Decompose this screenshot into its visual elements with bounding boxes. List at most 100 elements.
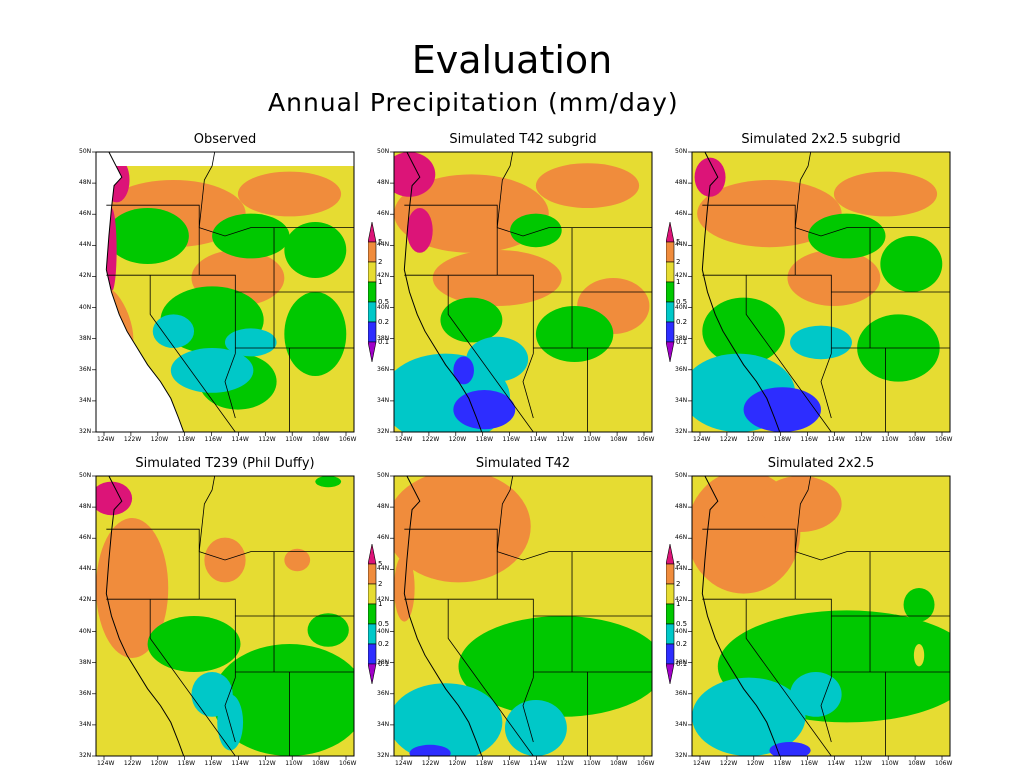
precip-region [833, 171, 938, 217]
lon-tick-label: 116W [502, 436, 520, 443]
lat-tick-label: 34N [377, 720, 390, 728]
lon-tick-label: 106W [637, 760, 655, 767]
colorbar-level-label: 1 [378, 278, 383, 286]
lat-tick-label: 44N [675, 241, 688, 249]
colorbar-level-label: 0.5 [378, 298, 390, 306]
state-border [496, 476, 514, 552]
lon-tick-label: 106W [935, 436, 953, 443]
colorbar-segment [665, 543, 675, 565]
colorbar-segment [367, 241, 377, 263]
panel-title: Simulated T42 subgrid [449, 132, 597, 147]
lat-tick-label: 44N [79, 565, 92, 573]
precip-region [409, 744, 451, 756]
precip-region [697, 180, 842, 248]
map-frame [691, 151, 951, 433]
precip-region [787, 250, 881, 306]
precip-region [694, 157, 726, 197]
precip-region [453, 390, 516, 430]
lon-tick-label: 122W [123, 760, 142, 767]
colorbar-segment [367, 623, 377, 645]
state-border [447, 599, 534, 756]
colorbar-segment [367, 583, 377, 605]
state-border [497, 551, 573, 561]
lon-tick-label: 110W [285, 436, 303, 443]
lon-tick-label: 118W [773, 436, 792, 443]
colorbar-top-left: 5 2 1 0.5 0.2 0.1 [367, 221, 390, 368]
lon-tick-label: 120W [150, 436, 169, 443]
lat-tick-label: 48N [377, 179, 390, 187]
lon-tick-label: 114W [529, 436, 547, 443]
precip-region [212, 213, 290, 259]
ocean [96, 152, 184, 432]
state-border [404, 528, 498, 552]
lon-tick-label: 116W [204, 760, 222, 767]
lon-tick-label: 112W [258, 436, 276, 443]
lat-tick-label: 48N [675, 179, 688, 187]
map-panel-t239: Simulated T239 (Phil Duffy) 50N 48N 46N 44N… [79, 456, 356, 767]
precip-region [96, 481, 133, 516]
map-panel-observed: Observed 50N 48N 46N 44N 42N 40N 38N 36N 34N 32N 1… [79, 132, 356, 443]
colorbar-level-label: 2 [676, 258, 681, 266]
precip-region [394, 174, 549, 253]
state-border [497, 274, 534, 354]
lat-tick-label: 36N [79, 689, 92, 697]
map-frame [95, 475, 355, 757]
lon-tick-label: 112W [854, 760, 872, 767]
lon-tick-label: 106W [637, 436, 655, 443]
precip-region [394, 152, 436, 197]
lat-tick-label: 36N [377, 365, 390, 373]
state-border [198, 476, 216, 552]
lon-tick-label: 114W [231, 436, 249, 443]
lon-tick-label: 108W [312, 436, 330, 443]
colorbar-level-label: 0.2 [676, 318, 688, 326]
lat-tick-label: 40N [79, 303, 92, 311]
lat-tick-label: 34N [79, 720, 92, 728]
precip-region [535, 163, 640, 208]
colorbar-segment [665, 281, 675, 303]
lon-tick-label: 118W [177, 760, 196, 767]
state-border [149, 275, 236, 432]
lon-tick-label: 116W [800, 760, 818, 767]
colorbar-level-label: 0.2 [676, 640, 688, 648]
lat-tick-label: 32N [675, 428, 688, 435]
map-panel-2x25-subgrid: Simulated 2x2.5 subgrid 50N 48N 46N 44N 42N 4… [675, 132, 952, 443]
precip-region [152, 314, 195, 348]
lat-tick-label: 46N [79, 210, 92, 218]
coastline [105, 152, 185, 432]
colorbar-segment [665, 341, 675, 363]
colorbar-segment [367, 563, 377, 585]
colorbar-segment [367, 643, 377, 665]
lon-tick-label: 122W [123, 436, 142, 443]
state-border [496, 152, 514, 228]
colorbar-segment [367, 543, 377, 565]
lat-tick-label: 38N [377, 334, 390, 342]
precip-region [510, 213, 562, 248]
colorbar-level-label: 1 [676, 278, 681, 286]
lon-tick-label: 122W [421, 436, 440, 443]
lon-tick-label: 106W [339, 760, 357, 767]
colorbar-level-label: 0.5 [676, 620, 688, 628]
lon-tick-label: 124W [395, 436, 413, 443]
lon-tick-label: 108W [312, 760, 330, 767]
lon-tick-label: 114W [827, 760, 845, 767]
colorbar-level-label: 1 [378, 600, 383, 608]
state-border [106, 204, 200, 228]
lon-tick-label: 110W [583, 436, 601, 443]
colorbar-level-label: 5 [676, 560, 681, 568]
lon-tick-label: 122W [719, 436, 738, 443]
panel-title: Simulated T239 (Phil Duffy) [135, 456, 315, 471]
precip-region [535, 306, 614, 362]
lat-tick-label: 46N [79, 534, 92, 542]
lat-tick-label: 38N [675, 334, 688, 342]
lat-tick-label: 32N [377, 428, 390, 435]
colorbar-segment [665, 221, 675, 243]
state-border [745, 599, 832, 756]
state-border [745, 275, 832, 432]
lat-tick-label: 32N [377, 752, 390, 759]
colorbar-segment [367, 341, 377, 363]
lon-tick-label: 108W [908, 436, 926, 443]
state-border [702, 204, 796, 228]
lat-tick-label: 40N [79, 627, 92, 635]
precip-region [504, 700, 567, 756]
colorbar-svg [665, 543, 675, 685]
